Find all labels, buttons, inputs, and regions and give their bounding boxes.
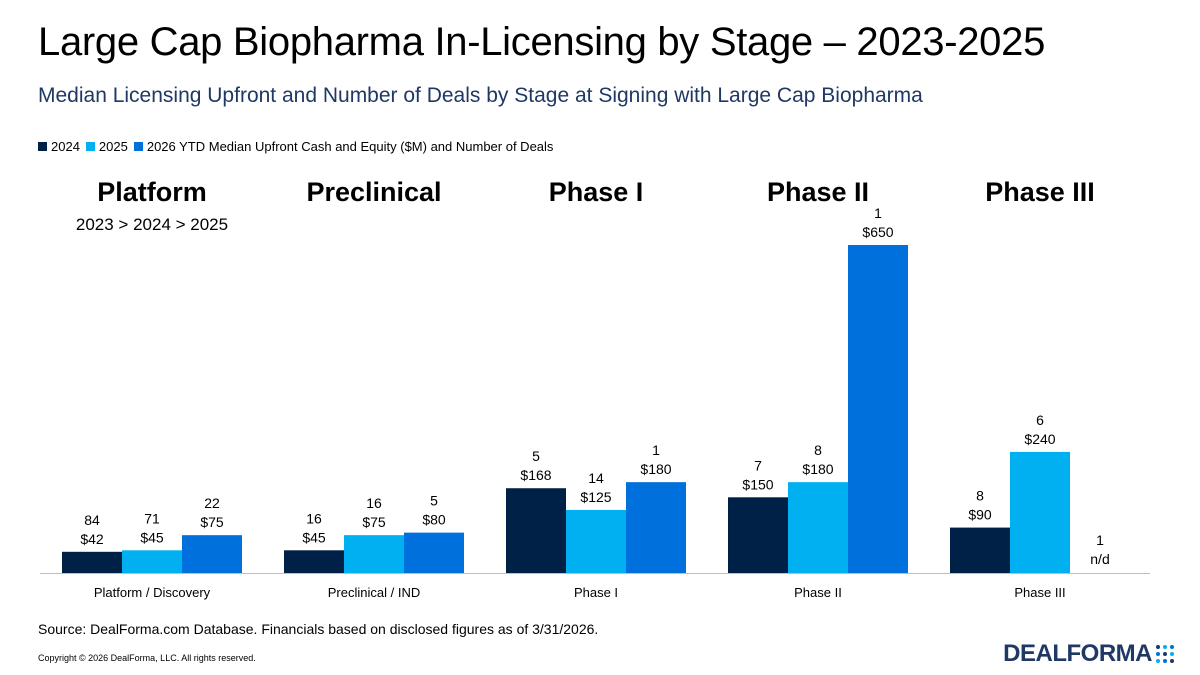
value-label-2026-4: n/d: [1090, 551, 1109, 567]
logo-dots-icon: [1156, 645, 1174, 663]
legend-label-2025: 2025: [98, 139, 128, 154]
stage-title-4: Phase III: [985, 177, 1095, 207]
deal-count-label-2024-1: 16: [306, 510, 322, 526]
value-label-2024-3: $150: [742, 476, 773, 492]
bar-2025-2: [566, 509, 626, 573]
page-subtitle: Median Licensing Upfront and Number of D…: [38, 84, 923, 107]
value-label-2025-3: $180: [802, 461, 833, 477]
chart-legend: 2024 2025 2026 YTD Median Upfront Cash a…: [38, 139, 559, 154]
legend-swatch-2024: [38, 142, 47, 151]
bar-2024-1: [284, 550, 344, 573]
bar-2026-2: [626, 482, 686, 573]
value-label-2026-1: $80: [422, 512, 446, 528]
deal-count-label-2025-4: 6: [1036, 412, 1044, 428]
value-label-2026-2: $180: [640, 461, 671, 477]
legend-label-2024: 2024: [51, 139, 80, 154]
deal-count-label-2026-3: 1: [874, 205, 882, 221]
stage-title-1: Preclinical: [306, 177, 441, 207]
stage-title-3: Phase II: [767, 177, 869, 207]
value-label-2024-4: $90: [968, 507, 992, 523]
legend-swatch-2026: [133, 142, 143, 151]
deal-count-label-2026-0: 22: [204, 495, 220, 511]
dealforma-logo: DEALFORMA: [1003, 640, 1176, 668]
source-note: Source: DealForma.com Database. Financia…: [38, 621, 599, 637]
value-label-2026-3: $650: [862, 224, 893, 240]
x-tick-label-0: Platform / Discovery: [94, 585, 211, 600]
deal-count-label-2024-0: 84: [84, 512, 100, 528]
bar-2026-1: [404, 532, 464, 573]
legend-label-2026: 2026 YTD Median Upfront Cash and Equity …: [146, 139, 554, 154]
bar-2025-1: [344, 535, 404, 573]
bar-2025-4: [1010, 451, 1070, 573]
bar-2024-0: [62, 551, 122, 573]
value-label-2025-4: $240: [1024, 431, 1055, 447]
bar-2025-0: [122, 550, 182, 573]
bar-2026-0: [182, 535, 242, 573]
x-tick-label-2: Phase I: [574, 585, 618, 600]
value-label-2025-0: $45: [140, 529, 164, 545]
deal-count-label-2024-3: 7: [754, 457, 762, 473]
x-tick-label-1: Preclinical / IND: [328, 585, 420, 600]
value-label-2025-1: $75: [362, 514, 386, 530]
bar-2024-4: [950, 527, 1010, 573]
legend-item-2026: 2026 YTD Median Upfront Cash and Equity …: [133, 139, 554, 154]
deal-count-label-2026-1: 5: [430, 493, 438, 509]
bar-2025-3: [788, 482, 848, 573]
value-label-2024-2: $168: [520, 467, 551, 483]
logo-text: DEALFORMA: [1003, 640, 1152, 667]
deal-count-label-2024-4: 8: [976, 488, 984, 504]
legend-item-2024: 2024: [38, 139, 80, 154]
deal-count-label-2025-1: 16: [366, 495, 382, 511]
deal-count-label-2026-4: 1: [1096, 532, 1104, 548]
deal-count-label-2024-2: 5: [532, 448, 540, 464]
legend-item-2025: 2025: [85, 139, 128, 154]
deal-count-label-2025-0: 71: [144, 510, 160, 526]
bar-2024-2: [506, 488, 566, 573]
x-tick-label-3: Phase II: [794, 585, 842, 600]
stage-note-0: 2023 > 2024 > 2025: [76, 215, 228, 234]
legend-swatch-2025: [85, 142, 95, 151]
bar-2026-3: [848, 245, 908, 573]
value-label-2024-0: $42: [80, 531, 104, 547]
copyright-notice: Copyright © 2026 DealForma, LLC. All rig…: [38, 653, 256, 663]
bar-2024-3: [728, 497, 788, 573]
page-title: Large Cap Biopharma In-Licensing by Stag…: [38, 20, 1046, 64]
deal-count-label-2025-2: 14: [588, 470, 604, 486]
value-label-2025-2: $125: [580, 489, 611, 505]
stage-title-2: Phase I: [549, 177, 644, 207]
stage-title-0: Platform: [97, 177, 207, 207]
deal-count-label-2025-3: 8: [814, 442, 822, 458]
value-label-2024-1: $45: [302, 529, 326, 545]
deal-count-label-2026-2: 1: [652, 442, 660, 458]
x-tick-label-4: Phase III: [1014, 585, 1065, 600]
value-label-2026-0: $75: [200, 514, 224, 530]
